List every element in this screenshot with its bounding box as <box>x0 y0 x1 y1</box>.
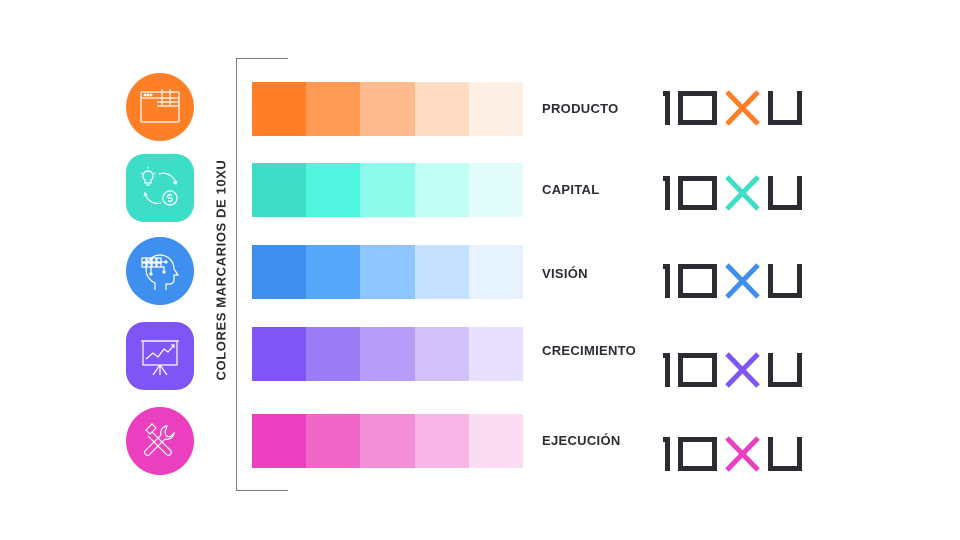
logo-letter-u <box>768 264 802 298</box>
color-swatch <box>414 327 469 381</box>
idea-money-icon <box>140 167 178 206</box>
tools-icon <box>144 423 175 456</box>
logo-letter-x <box>725 90 760 126</box>
row-icon <box>126 154 194 222</box>
color-swatch <box>360 82 415 136</box>
color-swatch <box>306 327 361 381</box>
swatch-row <box>252 414 524 468</box>
logo-letter-u <box>768 176 802 210</box>
logo-digit-one <box>663 91 670 125</box>
category-label: VISIÓN <box>542 266 588 281</box>
brand-colors-label: COLORES MARCARIOS DE 10XU <box>213 159 229 381</box>
bracket-divider <box>236 58 288 491</box>
logo-digit-zero <box>678 264 717 298</box>
logo-letter-u <box>768 91 802 125</box>
category-label: PRODUCTO <box>542 101 619 116</box>
color-swatch <box>252 245 307 299</box>
color-swatch <box>252 327 307 381</box>
brand-logo <box>663 263 802 299</box>
category-label: CRECIMIENTO <box>542 343 637 358</box>
color-swatch <box>414 163 469 217</box>
logo-digit-zero <box>678 91 717 125</box>
color-swatch <box>360 163 415 217</box>
color-swatch <box>252 414 307 468</box>
row-icon <box>126 322 194 390</box>
logo-letter-x <box>725 352 760 388</box>
color-swatch <box>306 245 361 299</box>
brand-logo <box>663 352 802 388</box>
category-label: CAPITAL <box>542 182 600 197</box>
logo-letter-x <box>725 436 760 472</box>
color-swatch <box>360 245 415 299</box>
color-swatch <box>468 414 524 468</box>
color-swatch <box>414 414 469 468</box>
color-swatch <box>306 82 361 136</box>
brain-head-icon <box>141 254 180 290</box>
logo-digit-zero <box>678 176 717 210</box>
logo-digit-one <box>663 437 670 471</box>
color-swatch <box>414 82 469 136</box>
swatch-row <box>252 163 524 217</box>
color-swatch <box>306 414 361 468</box>
logo-letter-x <box>725 175 760 211</box>
swatch-row <box>252 245 524 299</box>
swatch-row <box>252 82 524 136</box>
color-swatch <box>414 245 469 299</box>
category-label: EJECUCIÓN <box>542 433 621 448</box>
color-swatch <box>360 327 415 381</box>
brand-logo <box>663 90 802 126</box>
brand-logo <box>663 175 802 211</box>
logo-digit-one <box>663 353 670 387</box>
color-swatch <box>468 82 524 136</box>
color-swatch <box>252 163 307 217</box>
window-grid-icon <box>140 89 180 123</box>
logo-digit-one <box>663 176 670 210</box>
row-icon <box>126 237 194 305</box>
row-icon <box>126 407 194 475</box>
brand-logo <box>663 436 802 472</box>
color-swatch <box>306 163 361 217</box>
row-icon <box>126 73 194 141</box>
logo-digit-one <box>663 264 670 298</box>
logo-letter-u <box>768 353 802 387</box>
logo-digit-zero <box>678 353 717 387</box>
color-swatch <box>468 245 524 299</box>
logo-letter-u <box>768 437 802 471</box>
color-swatch <box>468 327 524 381</box>
swatch-row <box>252 327 524 381</box>
logo-digit-zero <box>678 437 717 471</box>
color-swatch <box>360 414 415 468</box>
color-swatch <box>252 82 307 136</box>
logo-letter-x <box>725 263 760 299</box>
color-swatch <box>468 163 524 217</box>
presentation-chart-icon <box>141 340 179 376</box>
